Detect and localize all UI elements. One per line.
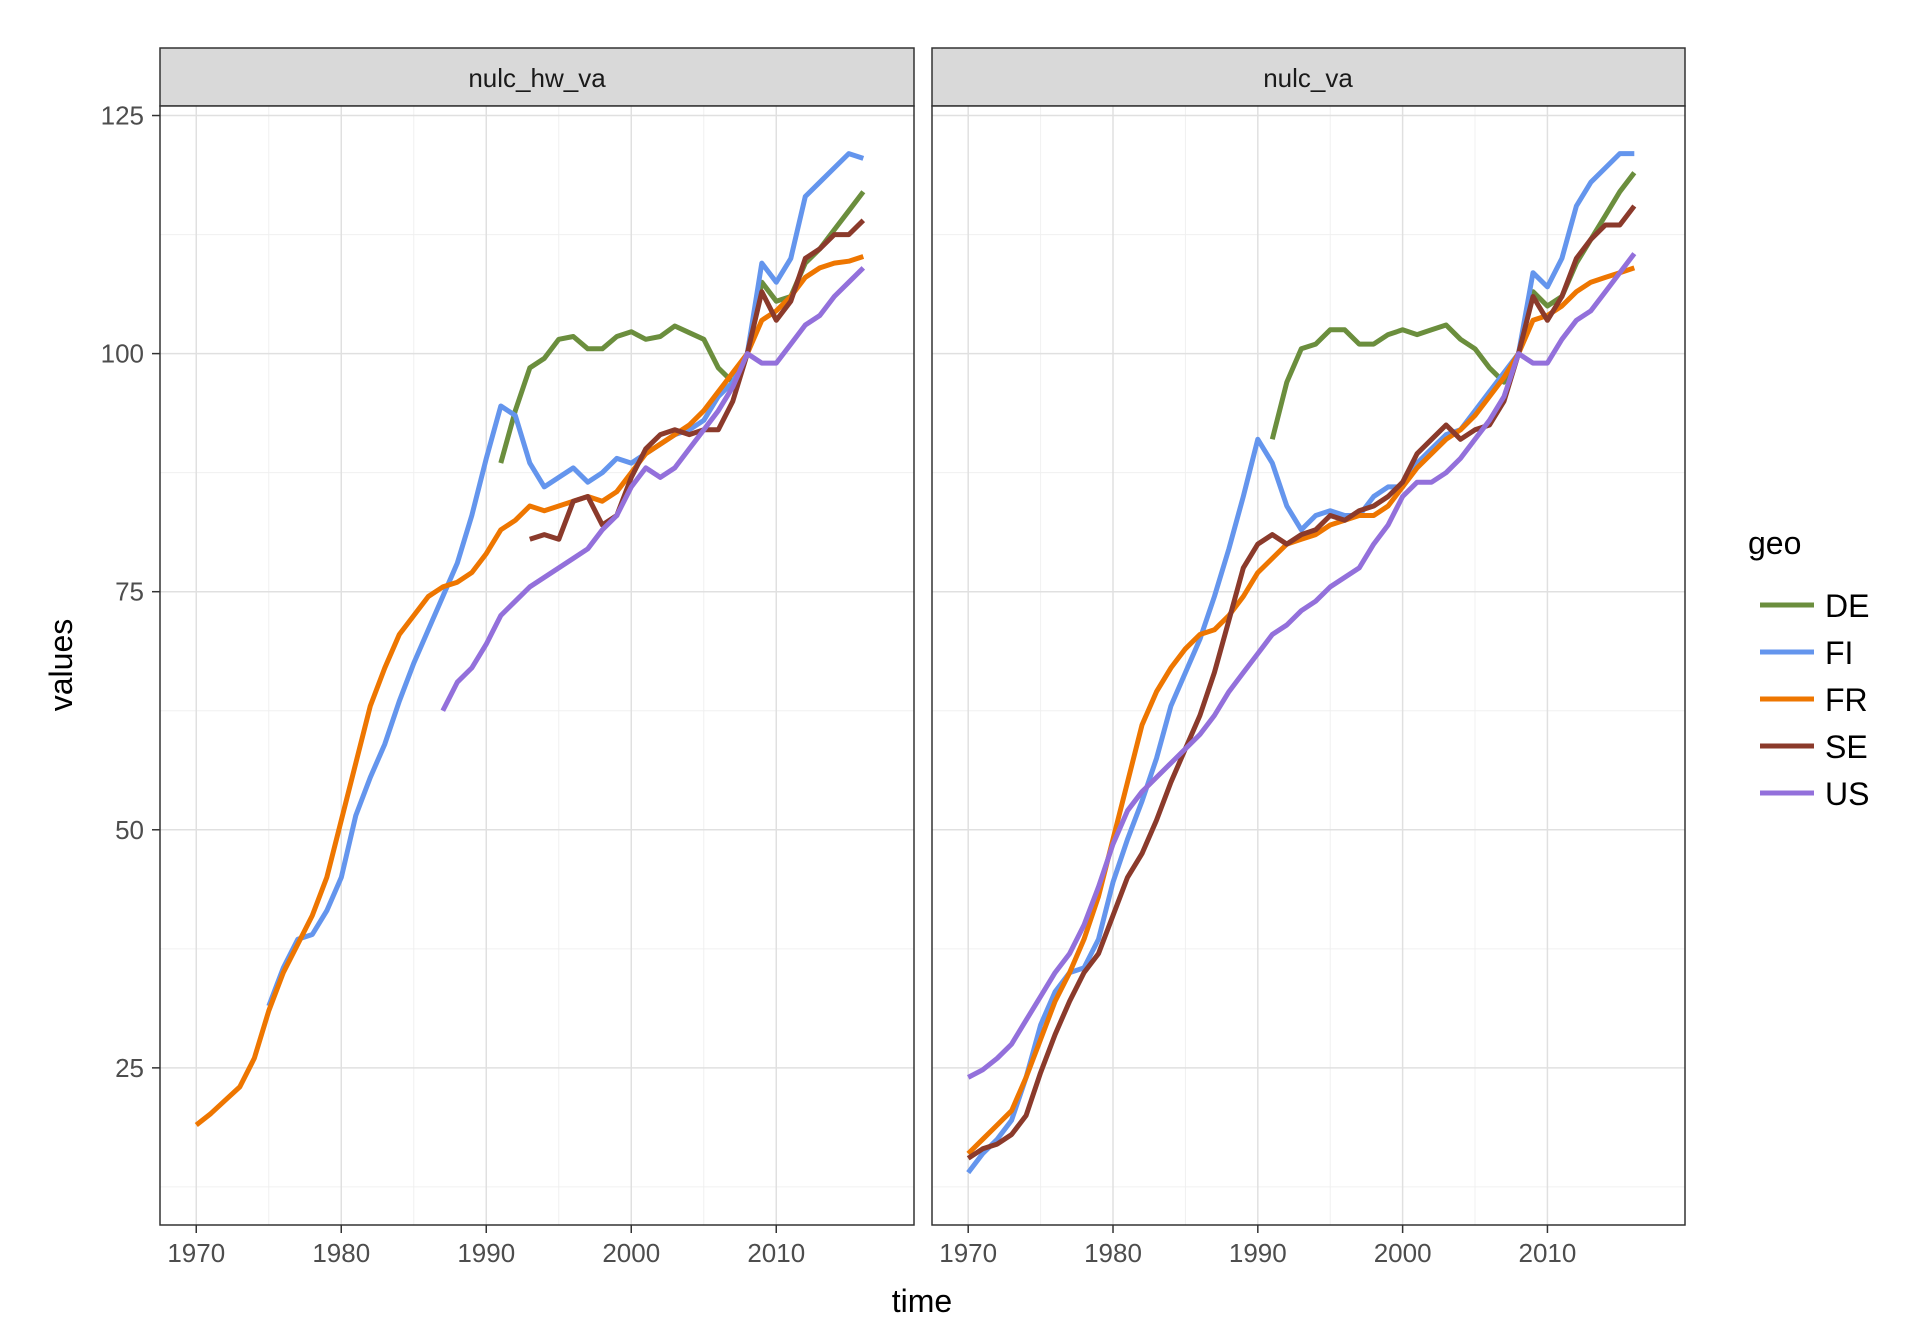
gridlines [160,106,914,1225]
x-tick-label: 1970 [939,1238,997,1268]
legend-item-se: SE [1760,729,1868,765]
legend-label: FI [1825,635,1853,671]
y-tick-label: 125 [101,101,144,131]
series-line-se [529,218,866,542]
legend-label: US [1825,776,1869,812]
panel-border [159,105,915,1226]
series-line-us [967,252,1637,1080]
x-tick-label: 1990 [457,1238,515,1268]
x-axis-title: time [892,1283,952,1319]
y-tick-label: 100 [101,339,144,369]
plot-area [160,106,914,1225]
x-axis: 1970 1980 1990 2000 2010 [167,1225,805,1268]
x-tick-label: 2010 [747,1238,805,1268]
legend-label: SE [1825,729,1868,765]
legend: geo DE FI FR SE US [1748,525,1869,812]
legend-item-de: DE [1760,588,1869,624]
series-lines [194,151,866,1127]
legend-label: DE [1825,588,1869,624]
facet-panel-nulc-va: nulc_va 1970 1980 1990 2000 2010 [931,47,1686,1268]
y-tick-label: 75 [115,577,144,607]
legend-item-fi: FI [1760,635,1853,671]
x-axis: 1970 1980 1990 2000 2010 [939,1225,1576,1268]
legend-item-fr: FR [1760,682,1868,718]
series-line-fi [266,151,865,1007]
facet-strip-label: nulc_hw_va [468,63,606,93]
panel-border [931,105,1686,1226]
x-tick-label: 2000 [602,1238,660,1268]
gridlines [932,106,1685,1225]
y-tick-label: 25 [115,1053,144,1083]
plot-area [932,106,1685,1225]
x-tick-label: 2000 [1374,1238,1432,1268]
y-tick-label: 50 [115,815,144,845]
x-tick-label: 1970 [167,1238,225,1268]
legend-item-us: US [1760,776,1869,812]
legend-label: FR [1825,682,1868,718]
y-axis-title: values [43,619,79,712]
series-line-se [966,204,1637,1161]
y-axis: 25 50 75 100 125 [101,101,160,1083]
legend-title: geo [1748,525,1801,561]
facet-strip-nulc-va [931,47,1686,107]
x-tick-label: 2010 [1519,1238,1577,1268]
x-tick-label: 1980 [1084,1238,1142,1268]
facet-panel-nulc-hw-va: nulc_hw_va 1970 1980 1990 2000 2010 25 50 75 10… [101,47,915,1268]
facet-strip-nulc-hw-va [159,47,915,107]
series-line-us [440,266,866,712]
facet-strip-label: nulc_va [1263,63,1353,93]
x-tick-label: 1990 [1229,1238,1287,1268]
series-lines [966,151,1637,1175]
x-tick-label: 1980 [312,1238,370,1268]
